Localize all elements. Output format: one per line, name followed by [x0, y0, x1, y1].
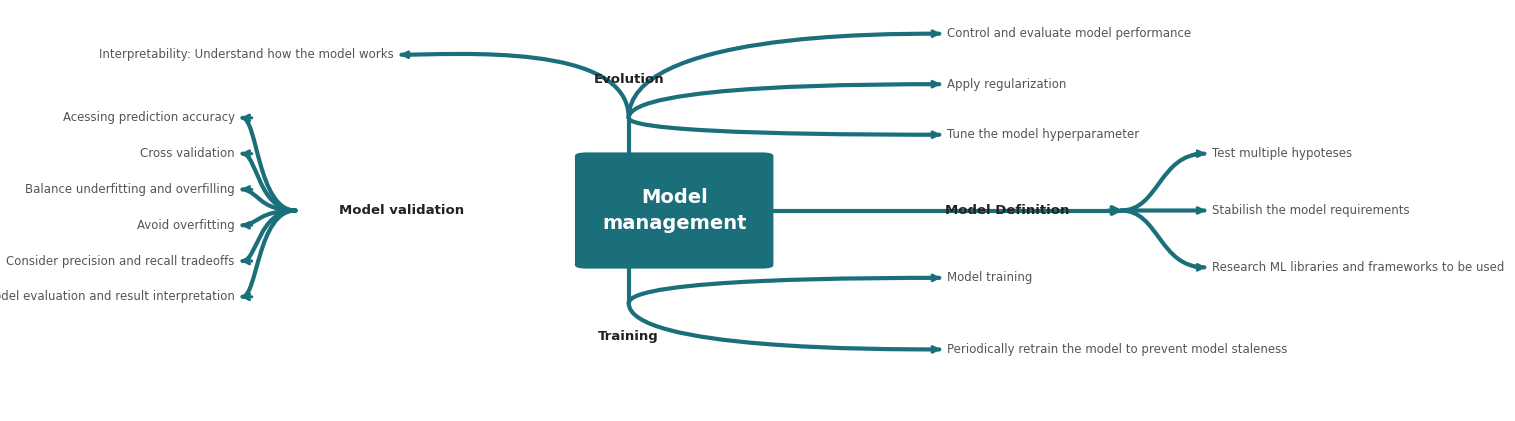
- Text: Training: Training: [598, 330, 659, 343]
- Text: Acessing prediction accuracy: Acessing prediction accuracy: [62, 112, 235, 124]
- Text: Stabilish the model requirements: Stabilish the model requirements: [1212, 204, 1409, 217]
- Text: Consider precision and recall tradeoffs: Consider precision and recall tradeoffs: [6, 255, 235, 267]
- Text: Balance underfitting and overfilling: Balance underfitting and overfilling: [26, 183, 235, 196]
- Text: Apply regularization: Apply regularization: [947, 78, 1067, 91]
- Text: Test multiple hypoteses: Test multiple hypoteses: [1212, 147, 1351, 160]
- Text: Avoid overfitting: Avoid overfitting: [136, 219, 235, 232]
- Text: Model
management: Model management: [601, 188, 747, 233]
- Text: Research ML libraries and frameworks to be used: Research ML libraries and frameworks to …: [1212, 261, 1504, 274]
- Text: Evolution: Evolution: [594, 74, 664, 86]
- Text: Control and evaluate model performance: Control and evaluate model performance: [947, 27, 1191, 40]
- FancyBboxPatch shape: [576, 152, 773, 269]
- Text: Cross validation: Cross validation: [141, 147, 235, 160]
- Text: Model training: Model training: [947, 272, 1032, 284]
- Text: Model evaluation and result interpretation: Model evaluation and result interpretati…: [0, 290, 235, 303]
- Text: Tune the model hyperparameter: Tune the model hyperparameter: [947, 128, 1139, 141]
- Text: Model validation: Model validation: [339, 204, 464, 217]
- Text: Periodically retrain the model to prevent model staleness: Periodically retrain the model to preven…: [947, 343, 1288, 356]
- Text: Interpretability: Understand how the model works: Interpretability: Understand how the mod…: [98, 48, 394, 61]
- Text: Model Definition: Model Definition: [945, 204, 1070, 217]
